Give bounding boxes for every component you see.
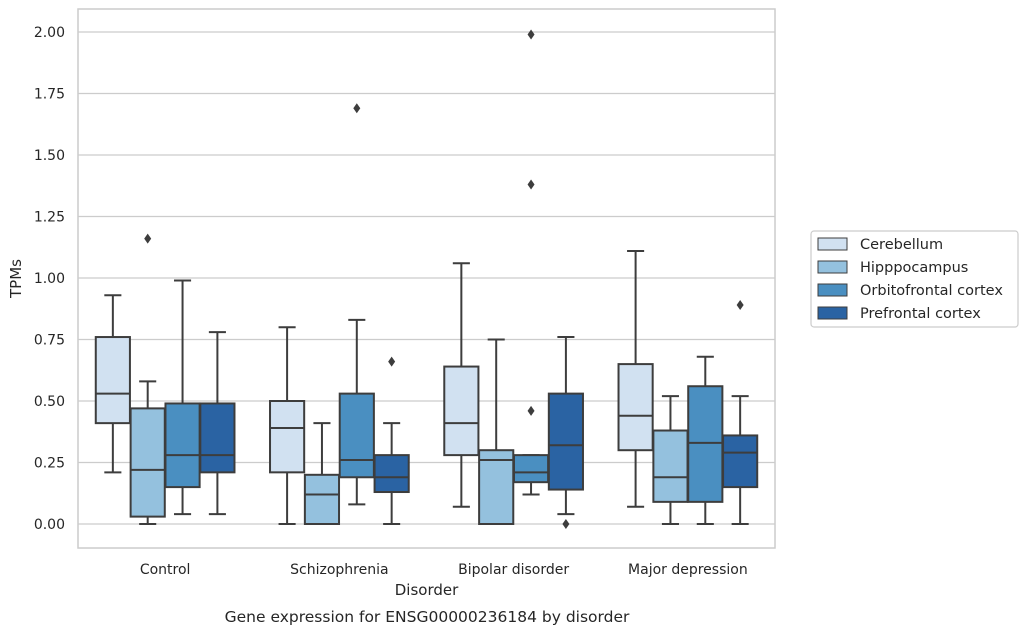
box (338, 392, 375, 479)
x-axis-ticks: Control Schizophrenia Bipolar disorder Majo… (140, 562, 748, 578)
box-group (303, 422, 341, 525)
y-tick-label: 0.75 (34, 333, 65, 349)
box-group (338, 103, 375, 506)
series-prefrontal-cortex (199, 300, 759, 529)
outlier-point (353, 103, 361, 114)
box-group (722, 300, 759, 525)
outlier-point (527, 405, 535, 416)
outlier-point (562, 519, 570, 529)
legend-label: Hipppocampus (860, 260, 968, 276)
box-group (94, 294, 131, 474)
box-group (269, 326, 306, 525)
x-tick-label: Schizophrenia (290, 562, 388, 578)
y-axis-ticks: 0.00 0.25 0.50 0.75 1.00 1.25 1.50 1.75 2.00 (34, 25, 65, 533)
outlier-point (736, 300, 744, 311)
box-group (617, 249, 654, 508)
x-tick-label: Bipolar disorder (458, 562, 569, 578)
box (478, 449, 515, 526)
box-group (129, 233, 166, 525)
box (617, 363, 654, 452)
legend-swatch (817, 283, 848, 297)
y-tick-label: 0.00 (34, 517, 65, 533)
series-cerebellum (94, 249, 654, 525)
box-group (164, 279, 201, 516)
outlier-point (144, 233, 152, 244)
box (547, 392, 584, 491)
box-group (687, 355, 724, 525)
box-group (512, 29, 550, 496)
y-tick-label: 1.00 (34, 271, 65, 287)
y-tick-label: 1.25 (34, 210, 65, 226)
box (443, 365, 480, 457)
y-tick-label: 1.75 (34, 87, 65, 103)
outlier-point (527, 29, 535, 40)
box-group (547, 336, 584, 529)
y-tick-label: 0.50 (34, 394, 65, 410)
box (94, 336, 131, 425)
box (303, 473, 341, 525)
box (199, 402, 236, 474)
y-tick-label: 1.50 (34, 148, 65, 164)
box (129, 407, 166, 518)
box (373, 454, 410, 494)
box-group (373, 356, 410, 525)
legend-label: Orbitofrontal cortex (860, 283, 1003, 299)
legend-swatch (817, 237, 848, 251)
plot-frame (77, 8, 776, 549)
y-tick-label: 0.25 (34, 456, 65, 472)
box-group (478, 338, 515, 526)
series-orbitofrontal-cortex (164, 29, 724, 525)
box (269, 400, 306, 474)
outlier-point (388, 356, 396, 367)
box (687, 385, 724, 503)
box (722, 434, 759, 489)
legend-frame (810, 230, 1019, 328)
legend-label: Cerebellum (860, 237, 943, 253)
y-tick-label: 2.00 (34, 25, 65, 41)
x-tick-label: Major depression (628, 562, 748, 578)
x-tick-label: Control (140, 562, 191, 578)
box (512, 454, 550, 484)
box-group (199, 331, 236, 516)
legend-label: Prefrontal cortex (860, 306, 981, 322)
box-group (443, 262, 480, 508)
chart-caption: Gene expression for ENSG00000236184 by d… (225, 608, 630, 626)
outlier-point (527, 179, 535, 190)
legend-swatch (817, 260, 848, 274)
box (652, 429, 689, 503)
series-hipppocampus (129, 233, 689, 526)
legend-swatch (817, 306, 848, 320)
box-series (94, 29, 759, 529)
y-axis-label: TPMs (7, 259, 25, 299)
x-axis-label: Disorder (395, 581, 459, 599)
legend: Cerebellum Hipppocampus Orbitofrontal cort… (810, 230, 1019, 328)
box (164, 402, 201, 489)
box-group (652, 395, 689, 525)
